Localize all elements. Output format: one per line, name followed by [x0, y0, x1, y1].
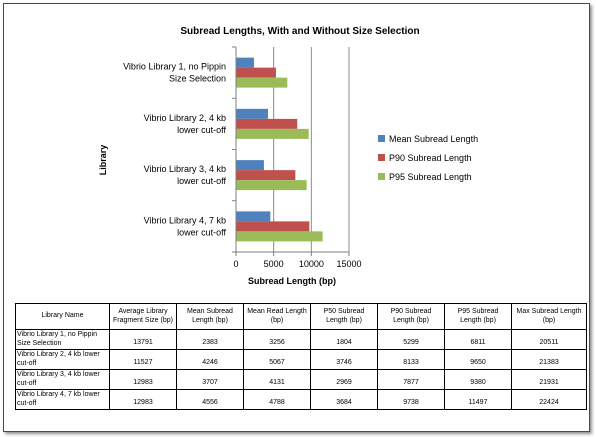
legend-swatch — [378, 154, 385, 161]
category-label: lower cut-off — [177, 125, 226, 135]
table-cell: 20511 — [511, 329, 587, 350]
table-cell: 21383 — [511, 349, 587, 370]
table-cell: 3256 — [243, 329, 311, 350]
table-cell: 4131 — [243, 369, 311, 390]
table-cell: 9380 — [444, 369, 512, 390]
table-cell: 3746 — [310, 349, 378, 370]
table-cell: 4246 — [176, 349, 244, 370]
table-cell: Vibrio Library 1, no Pippin Size Selecti… — [15, 329, 110, 350]
header-p95-subread-length: P95 Subread Length (bp) — [444, 303, 512, 330]
table-cell: 8133 — [377, 349, 445, 370]
table-cell: 12983 — [109, 369, 177, 390]
table-cell: 11497 — [444, 389, 512, 410]
library-stats-table: Library Name Average Library Fragment Si… — [15, 303, 587, 410]
table-cell: 22424 — [511, 389, 587, 410]
header-max-subread-length: Max Subread Length (bp) — [511, 303, 587, 330]
bar — [236, 77, 288, 88]
table-cell: 11527 — [109, 349, 177, 370]
table-cell: 1804 — [310, 329, 378, 350]
bar — [236, 180, 307, 191]
table-cell: 21931 — [511, 369, 587, 390]
table-cell: 4556 — [176, 389, 244, 410]
category-label: Vibrio Library 4, 7 kb — [144, 215, 226, 225]
legend-swatch — [378, 173, 385, 180]
table-cell: 6811 — [444, 329, 512, 350]
category-label: Vibrio Library 2, 4 kb — [144, 113, 226, 123]
table-cell: 7877 — [377, 369, 445, 390]
legend-entry: P95 Subread Length — [389, 172, 472, 182]
table-row: Vibrio Library 3, 4 kb lower cut-off 129… — [15, 369, 587, 390]
bar — [236, 108, 268, 119]
table-header-row: Library Name Average Library Fragment Si… — [15, 303, 587, 330]
bar — [236, 160, 264, 171]
table-cell: 12983 — [109, 389, 177, 410]
table-cell: 9738 — [377, 389, 445, 410]
bar — [236, 57, 254, 68]
y-axis-label: Library — [98, 145, 108, 176]
table-row: Vibrio Library 1, no Pippin Size Selecti… — [15, 329, 587, 350]
table-cell: 5067 — [243, 349, 311, 370]
bar-chart: Subread Lengths, With and Without Size S… — [98, 26, 478, 286]
legend-entry: Mean Subread Length — [389, 134, 478, 144]
x-tick-label: 10000 — [299, 259, 324, 269]
x-tick-label: 15000 — [336, 259, 361, 269]
header-mean-subread-length: Mean Subread Length (bp) — [176, 303, 244, 330]
legend: Mean Subread Length P90 Subread Length P95… — [378, 134, 478, 182]
chart-title: Subread Lengths, With and Without Size S… — [180, 26, 419, 37]
table-row: Vibrio Library 2, 4 kb lower cut-off 115… — [15, 349, 587, 370]
table-cell: 5299 — [377, 329, 445, 350]
bar — [236, 211, 271, 222]
table-cell: 13791 — [109, 329, 177, 350]
table-cell: 4788 — [243, 389, 311, 410]
header-library-name: Library Name — [15, 303, 110, 330]
category-label: lower cut-off — [177, 176, 226, 186]
header-avg-fragment-size: Average Library Fragment Size (bp) — [109, 303, 177, 330]
bar — [236, 231, 323, 242]
bar — [236, 67, 276, 78]
x-tick-label: 5000 — [264, 259, 284, 269]
table-cell: Vibrio Library 3, 4 kb lower cut-off — [15, 369, 110, 390]
table-cell: 2383 — [176, 329, 244, 350]
table-cell: Vibrio Library 4, 7 kb lower cut-off — [15, 389, 110, 410]
bar — [236, 128, 309, 139]
category-labels: Vibrio Library 1, no Pippin Size Selectio… — [123, 62, 226, 238]
table-row: Vibrio Library 4, 7 kb lower cut-off 129… — [15, 389, 587, 410]
header-p50-subread-length: P50 Subread Length (bp) — [310, 303, 378, 330]
table-cell: 3707 — [176, 369, 244, 390]
header-mean-read-length: Mean Read Length (bp) — [243, 303, 311, 330]
bar-series — [236, 57, 323, 242]
category-label: lower cut-off — [177, 227, 226, 237]
category-label: Vibrio Library 1, no Pippin — [123, 62, 226, 72]
legend-swatch — [378, 135, 385, 142]
category-label: Vibrio Library 3, 4 kb — [144, 164, 226, 174]
table-cell: 2969 — [310, 369, 378, 390]
table-cell: 3684 — [310, 389, 378, 410]
table-cell: Vibrio Library 2, 4 kb lower cut-off — [15, 349, 110, 370]
x-tick-label: 0 — [233, 259, 238, 269]
header-p90-subread-length: P90 Subread Length (bp) — [377, 303, 445, 330]
bar — [236, 170, 296, 181]
x-axis-label: Subread Length (bp) — [248, 276, 336, 286]
category-label: Size Selection — [169, 74, 226, 84]
legend-entry: P90 Subread Length — [389, 153, 472, 163]
axes: 0 5000 10000 15000 — [232, 46, 362, 269]
table-cell: 9650 — [444, 349, 512, 370]
bar — [236, 221, 310, 232]
bar — [236, 118, 298, 129]
